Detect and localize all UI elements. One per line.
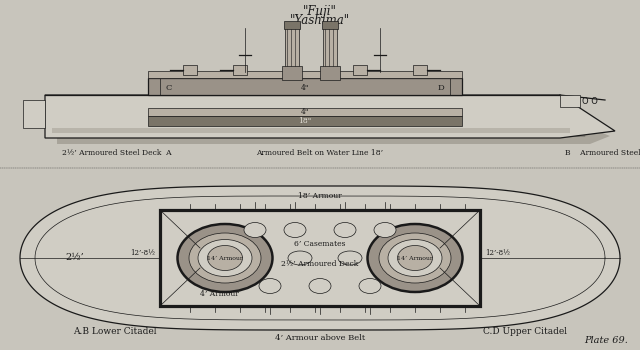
- Ellipse shape: [359, 279, 381, 294]
- Bar: [353, 65, 367, 75]
- Bar: [148, 78, 462, 95]
- Bar: [148, 71, 462, 78]
- Text: Plate 69.: Plate 69.: [584, 336, 628, 345]
- Text: 18’ Armour: 18’ Armour: [298, 192, 342, 200]
- Ellipse shape: [367, 224, 463, 292]
- Ellipse shape: [338, 251, 362, 265]
- Text: 14’ Armour: 14’ Armour: [207, 256, 243, 260]
- Ellipse shape: [189, 233, 261, 283]
- Text: 4": 4": [301, 108, 309, 116]
- Bar: [160, 210, 480, 306]
- Ellipse shape: [177, 224, 273, 292]
- Text: 4’ Armour above Belt: 4’ Armour above Belt: [275, 334, 365, 342]
- Bar: [52, 128, 570, 133]
- Text: 6’ Casemates: 6’ Casemates: [294, 240, 346, 248]
- Bar: [233, 65, 247, 75]
- Text: "Yashima": "Yashima": [290, 14, 350, 27]
- Ellipse shape: [379, 233, 451, 283]
- Bar: [284, 21, 300, 29]
- Ellipse shape: [198, 239, 252, 276]
- Ellipse shape: [309, 279, 331, 294]
- Bar: [413, 65, 427, 75]
- Text: 14’ Armour: 14’ Armour: [397, 256, 433, 260]
- Ellipse shape: [284, 223, 306, 238]
- Bar: [322, 21, 338, 29]
- Ellipse shape: [397, 245, 433, 271]
- Text: 18": 18": [298, 117, 312, 125]
- Text: Armoured Belt on Water Line 18’: Armoured Belt on Water Line 18’: [257, 149, 383, 157]
- Ellipse shape: [388, 239, 442, 276]
- Text: C.D Upper Citadel: C.D Upper Citadel: [483, 327, 567, 336]
- Text: 12’-8½: 12’-8½: [130, 249, 155, 257]
- Text: 2½’ Armoured Steel Deck  A: 2½’ Armoured Steel Deck A: [62, 149, 172, 157]
- Bar: [560, 95, 580, 107]
- Text: D: D: [437, 84, 444, 91]
- Polygon shape: [20, 186, 620, 330]
- Bar: [23, 100, 45, 128]
- Text: 4": 4": [301, 84, 309, 91]
- Bar: [323, 26, 337, 76]
- Ellipse shape: [244, 223, 266, 238]
- Text: 4’ Armour: 4’ Armour: [200, 290, 239, 298]
- Text: 2½’: 2½’: [66, 253, 84, 262]
- Bar: [183, 65, 197, 75]
- Text: O O: O O: [582, 98, 598, 106]
- Bar: [285, 26, 299, 76]
- Ellipse shape: [374, 223, 396, 238]
- Ellipse shape: [334, 223, 356, 238]
- Text: B    Armoured Steel Deck 2½’: B Armoured Steel Deck 2½’: [565, 149, 640, 157]
- Ellipse shape: [207, 245, 243, 271]
- Text: "Fuji": "Fuji": [303, 5, 337, 18]
- Text: 12’-8½: 12’-8½: [485, 249, 510, 257]
- Bar: [148, 116, 462, 126]
- Text: C: C: [166, 84, 172, 91]
- Bar: [282, 66, 302, 80]
- Bar: [163, 213, 477, 303]
- Text: 2½’ Armoured Deck: 2½’ Armoured Deck: [282, 260, 358, 268]
- Ellipse shape: [259, 279, 281, 294]
- Bar: [320, 66, 340, 80]
- Polygon shape: [57, 128, 610, 144]
- Bar: [148, 108, 462, 116]
- Polygon shape: [45, 95, 615, 138]
- Ellipse shape: [288, 251, 312, 265]
- Text: A.B Lower Citadel: A.B Lower Citadel: [73, 327, 157, 336]
